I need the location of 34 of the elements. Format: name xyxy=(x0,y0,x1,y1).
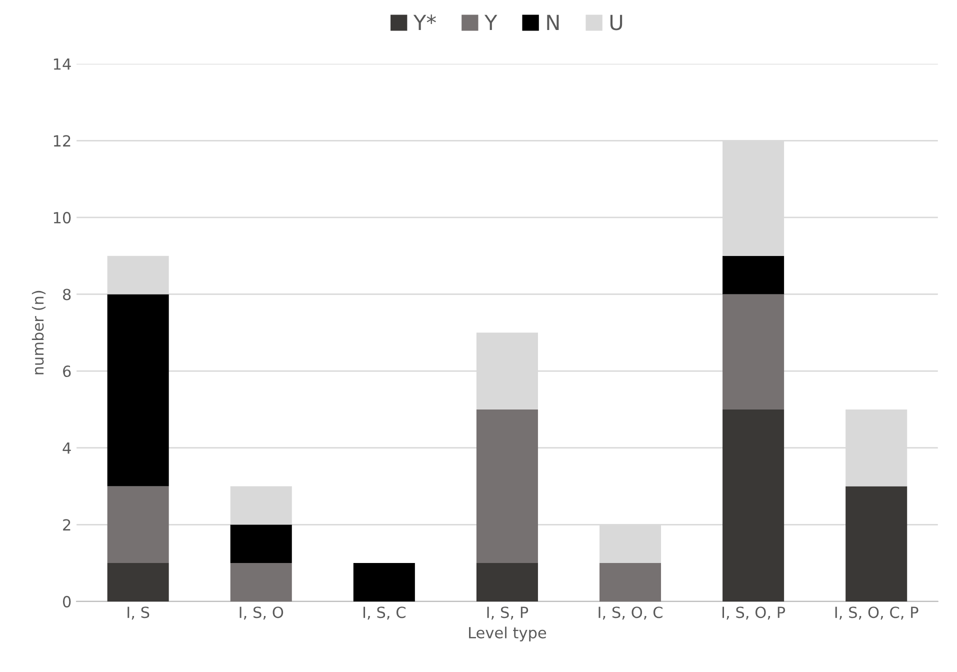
y-tick-label: 0 xyxy=(62,596,71,608)
y-tick-label: 2 xyxy=(63,519,70,530)
y-tick-label: 6 xyxy=(63,366,71,378)
y-axis-title: number (n) xyxy=(32,290,46,374)
x-axis-title: Level type xyxy=(469,626,546,642)
y-tick-label: 14 xyxy=(54,58,71,70)
x-tick-label: I, S, O, C, P xyxy=(835,606,918,620)
bar xyxy=(722,294,784,410)
x-tick-label: I, S, O, P xyxy=(722,606,786,620)
legend-label: U xyxy=(610,14,622,30)
bar xyxy=(230,563,292,602)
x-tick-label: I, S xyxy=(128,606,150,620)
bar xyxy=(599,563,662,602)
y-tick-label: 8 xyxy=(63,288,71,300)
x-tick-label: I, S, C xyxy=(364,606,406,620)
legend-label: N xyxy=(547,14,559,30)
legend-label: Y xyxy=(484,14,498,30)
bar xyxy=(476,563,538,602)
bar xyxy=(353,563,415,602)
bar xyxy=(722,409,784,602)
legend-label: Y* xyxy=(413,14,436,30)
bar xyxy=(230,524,292,564)
x-tick-label: I, S, O xyxy=(240,606,284,620)
x-tick-label: I, S, P xyxy=(487,606,528,620)
bar xyxy=(107,294,169,486)
bar xyxy=(476,409,538,564)
y-tick-label: 10 xyxy=(54,212,71,224)
y-tick-label: 4 xyxy=(62,442,71,454)
x-tick-label: I, S, O, C xyxy=(598,606,662,620)
bar xyxy=(722,256,784,294)
bar xyxy=(107,486,169,564)
bar xyxy=(846,486,908,602)
bar xyxy=(107,563,169,602)
y-tick-label: 12 xyxy=(54,135,70,146)
